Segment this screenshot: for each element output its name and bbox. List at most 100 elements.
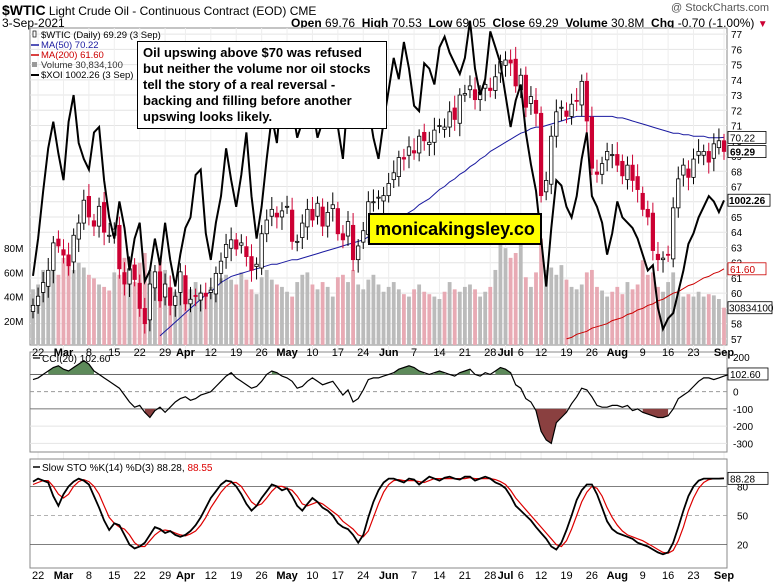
price-tick-label: 65 bbox=[731, 213, 743, 224]
volume-bar bbox=[219, 278, 223, 345]
candle-body bbox=[152, 271, 158, 289]
price-tag-box bbox=[727, 262, 767, 276]
time-tick-label-bottom: Jun bbox=[379, 570, 399, 582]
legend-label: Volume 30,834,100 bbox=[41, 60, 123, 71]
volume-bar bbox=[335, 277, 340, 345]
volume-bar bbox=[381, 291, 386, 345]
volume-bar bbox=[208, 286, 213, 345]
cci-panel-frame bbox=[29, 351, 728, 453]
volume-bar bbox=[478, 296, 483, 345]
volume-bar bbox=[661, 291, 665, 345]
sto-tick-label: 80 bbox=[737, 482, 749, 493]
volume-bar bbox=[615, 286, 620, 345]
time-tick-label-bottom: 29 bbox=[159, 570, 171, 582]
volume-bar bbox=[163, 269, 168, 345]
candle-body bbox=[284, 205, 290, 208]
candle-body bbox=[188, 298, 193, 305]
candle-body bbox=[686, 168, 691, 178]
volume-bar bbox=[305, 272, 310, 345]
candle-body bbox=[417, 135, 422, 154]
volume-bar bbox=[579, 284, 584, 345]
candle-body bbox=[442, 126, 447, 130]
chg-label: Chg bbox=[651, 16, 675, 30]
candle-body bbox=[655, 253, 661, 261]
time-tick-label: 6 bbox=[518, 347, 524, 359]
cci-tag-label: 102.60 bbox=[730, 370, 761, 381]
volume-bar bbox=[635, 284, 640, 345]
volume-bar bbox=[117, 274, 122, 345]
volume-bar bbox=[259, 277, 264, 345]
candle-body bbox=[350, 224, 356, 261]
volume-bar bbox=[574, 289, 579, 345]
volume-bar bbox=[41, 269, 46, 345]
cci-tag-box bbox=[727, 367, 769, 381]
sto-tick-label: 20 bbox=[737, 541, 749, 552]
volume-tick-label: 60M bbox=[4, 268, 23, 279]
volume-bar bbox=[234, 284, 239, 345]
ma200-line bbox=[566, 268, 725, 340]
candle-body bbox=[371, 201, 376, 204]
volume-bar bbox=[183, 299, 188, 345]
volume-bar bbox=[457, 291, 462, 345]
candle-body bbox=[117, 224, 122, 270]
candle-body bbox=[610, 154, 615, 156]
price-tick-label: 64 bbox=[731, 228, 743, 239]
candle-body bbox=[168, 287, 173, 306]
candle-body bbox=[173, 295, 178, 306]
candle-body bbox=[549, 135, 554, 185]
candle-body bbox=[46, 269, 51, 287]
volume-bar bbox=[412, 289, 416, 345]
candle-body bbox=[386, 183, 391, 197]
volume-bar bbox=[534, 272, 538, 345]
candle-body bbox=[584, 80, 589, 122]
price-tick-label: 67 bbox=[731, 183, 743, 194]
time-tick-label: 19 bbox=[560, 347, 572, 359]
candle-body bbox=[533, 99, 539, 114]
cci-overbought-fill bbox=[495, 367, 511, 375]
price-tick-label: 77 bbox=[731, 30, 743, 41]
candle-body bbox=[457, 94, 462, 124]
volume-bar bbox=[102, 286, 107, 345]
open-value: 69.76 bbox=[325, 16, 356, 30]
time-tick-label: 15 bbox=[108, 347, 120, 359]
volume-bar bbox=[61, 257, 66, 345]
candle-body bbox=[579, 80, 584, 106]
volume-bar bbox=[168, 286, 173, 345]
candle-body bbox=[107, 234, 112, 237]
time-tick-label-bottom: 6 bbox=[518, 570, 524, 582]
volume-tick-label: 80M bbox=[4, 244, 23, 255]
volume-bar bbox=[112, 272, 117, 345]
volume-bar bbox=[681, 296, 686, 345]
cci-legend-label: CCI(20) 102.60 bbox=[42, 354, 111, 365]
volume-bar bbox=[66, 254, 71, 345]
candle-body bbox=[56, 238, 61, 247]
candle-body bbox=[513, 58, 518, 87]
time-tick-label-bottom: May bbox=[276, 570, 298, 582]
cci-overbought-fill bbox=[393, 365, 425, 375]
time-tick-label: Apr bbox=[176, 347, 196, 359]
candle-body bbox=[508, 59, 513, 64]
volume-bar bbox=[432, 296, 437, 345]
time-tick-label-bottom: 26 bbox=[256, 570, 268, 582]
annotation-box: Oil upswing above $70 was refused but ne… bbox=[137, 41, 387, 129]
candle-body bbox=[132, 264, 137, 280]
volume-bar bbox=[645, 274, 650, 345]
candle-body bbox=[269, 208, 274, 217]
volume-bar bbox=[178, 284, 183, 345]
time-tick-label: 14 bbox=[433, 347, 445, 359]
candle-body bbox=[523, 74, 528, 108]
candle-body bbox=[198, 292, 203, 301]
volume-bar bbox=[97, 284, 101, 345]
volume-bar bbox=[36, 284, 40, 345]
time-tick-label: 24 bbox=[357, 347, 369, 359]
time-tick-label-bottom: 12 bbox=[535, 570, 547, 582]
time-tick-label-bottom: 10 bbox=[306, 570, 318, 582]
volume-bar bbox=[691, 296, 696, 345]
close-label: Close bbox=[492, 16, 526, 30]
volume-bar bbox=[71, 269, 76, 345]
volume-bar bbox=[569, 286, 574, 345]
volume-bar bbox=[346, 282, 350, 345]
volume-bar bbox=[503, 248, 508, 345]
candle-body bbox=[96, 205, 102, 227]
volume-bar bbox=[153, 278, 157, 345]
